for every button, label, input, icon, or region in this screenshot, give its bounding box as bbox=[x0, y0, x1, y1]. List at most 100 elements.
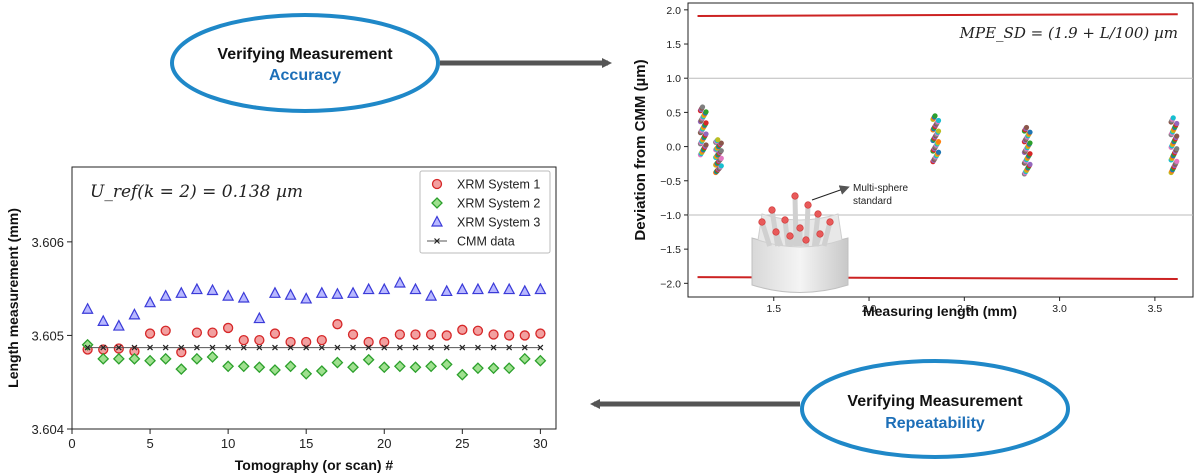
series-2-point bbox=[81, 338, 94, 351]
series-3-point bbox=[144, 295, 157, 308]
standard-label-pointer bbox=[811, 185, 850, 201]
series-1-point bbox=[191, 327, 203, 338]
series-4-point bbox=[84, 344, 91, 351]
series-1-point bbox=[535, 328, 546, 339]
sphere bbox=[826, 218, 834, 226]
right-y-tick-label: 2.0 bbox=[666, 5, 681, 17]
series-2-point bbox=[300, 367, 313, 380]
standard-label-line1: Multi-sphere bbox=[853, 183, 908, 194]
series-3-point bbox=[159, 289, 172, 301]
series-2-point bbox=[315, 365, 328, 377]
series-4-point bbox=[381, 344, 388, 351]
legend-marker-2 bbox=[431, 197, 443, 209]
series-4-point bbox=[240, 344, 247, 351]
deviation-point bbox=[1027, 151, 1033, 157]
series-2-point bbox=[472, 362, 484, 375]
sphere bbox=[814, 210, 822, 218]
series-1-point bbox=[301, 336, 312, 348]
series-2-point bbox=[331, 356, 344, 369]
series-2-point bbox=[112, 352, 125, 365]
series-3-point bbox=[190, 282, 203, 295]
series-3-point bbox=[128, 308, 141, 320]
series-2-point bbox=[378, 361, 391, 374]
series-1-point bbox=[176, 347, 187, 358]
series-1-point bbox=[425, 329, 437, 340]
sphere bbox=[816, 230, 824, 238]
series-2-point bbox=[253, 361, 266, 374]
accuracy-ellipse bbox=[170, 13, 440, 113]
repeatability-chart: U_ref(k = 2) = 0.138 µm 0 5 10 15 20 25 30 3.60… bbox=[5, 166, 557, 473]
series-1-point bbox=[441, 330, 452, 341]
sphere bbox=[758, 218, 766, 226]
series-3-point bbox=[331, 287, 344, 299]
deviation-point bbox=[718, 140, 724, 146]
left-y-tick-label: 3.605 bbox=[31, 328, 64, 343]
standard-spheres bbox=[758, 192, 834, 247]
series-2-point bbox=[144, 354, 156, 367]
deviation-point bbox=[932, 113, 938, 119]
series-1-point bbox=[347, 329, 359, 340]
right-x-tick-label: 3.5 bbox=[1148, 303, 1163, 315]
series-4-point bbox=[459, 344, 466, 351]
series-2-point bbox=[206, 351, 219, 363]
deviation-point bbox=[703, 131, 709, 137]
series-4-point bbox=[209, 344, 216, 351]
deviation-point bbox=[935, 117, 942, 124]
series-4-point bbox=[225, 344, 232, 351]
deviation-point bbox=[699, 104, 706, 110]
series-4-point bbox=[162, 344, 169, 351]
series-3-point bbox=[362, 282, 375, 295]
deviation-cluster-3 bbox=[930, 113, 942, 165]
accuracy-callout: Verifying Measurement Accuracy bbox=[170, 13, 612, 113]
series-1-point bbox=[160, 325, 171, 336]
repeatability-ellipse bbox=[800, 359, 1070, 459]
deviation-point bbox=[1174, 146, 1180, 152]
series-4-point bbox=[506, 344, 513, 351]
series-3-point bbox=[503, 282, 516, 295]
repeatability-callout-line1: Verifying Measurement bbox=[847, 393, 1023, 410]
right-y-tick-label: −1.0 bbox=[660, 210, 681, 222]
deviation-point bbox=[718, 148, 724, 154]
right-y-axis-label: Deviation from CMM (µm) bbox=[632, 59, 649, 240]
deviation-point bbox=[1174, 133, 1180, 139]
legend-marker-4 bbox=[434, 238, 440, 244]
series-2-point bbox=[222, 360, 235, 373]
series-3-point bbox=[315, 286, 328, 298]
deviation-point bbox=[1027, 140, 1033, 146]
series-1-point bbox=[285, 336, 296, 348]
series-2-point bbox=[456, 368, 469, 381]
legend-entry-1: XRM System 1 bbox=[457, 178, 540, 192]
series-4-point bbox=[131, 344, 138, 351]
right-x-tick-label: 2.5 bbox=[957, 303, 972, 315]
right-x-axis-label: Measuring length (mm) bbox=[863, 303, 1017, 319]
series-3-point bbox=[471, 282, 484, 295]
right-y-tick-label: −0.5 bbox=[660, 176, 681, 188]
legend-marker-1 bbox=[431, 178, 443, 190]
repeatability-callout: Verifying Measurement Repeatability bbox=[590, 359, 1070, 459]
deviation-point bbox=[1027, 129, 1033, 135]
series-3-point bbox=[81, 302, 94, 314]
series-3-point bbox=[97, 314, 110, 326]
series-3-point bbox=[409, 282, 422, 295]
series-3-point bbox=[425, 289, 438, 301]
series-3-point bbox=[175, 286, 188, 298]
left-series-marks bbox=[81, 276, 547, 381]
deviation-point bbox=[1174, 120, 1180, 127]
sphere bbox=[791, 192, 799, 200]
multi-sphere-standard-image: Multi-sphere standard bbox=[751, 183, 908, 293]
right-y-tick-label: 1.0 bbox=[666, 73, 681, 85]
series-2-point bbox=[362, 353, 375, 366]
series-3-point bbox=[378, 282, 391, 295]
sphere bbox=[772, 228, 780, 236]
series-3-point bbox=[440, 284, 453, 297]
deviation-point bbox=[715, 137, 721, 143]
left-x-tick-label: 0 bbox=[68, 436, 75, 451]
left-y-tick-label: 3.604 bbox=[31, 422, 64, 437]
legend-marker-3 bbox=[431, 215, 443, 227]
sphere bbox=[804, 201, 812, 209]
left-x-tick-label: 20 bbox=[377, 436, 391, 451]
accuracy-callout-line1: Verifying Measurement bbox=[217, 46, 393, 63]
series-4-point bbox=[521, 344, 528, 351]
series-1-point bbox=[332, 319, 343, 330]
series-1-point bbox=[379, 336, 390, 348]
